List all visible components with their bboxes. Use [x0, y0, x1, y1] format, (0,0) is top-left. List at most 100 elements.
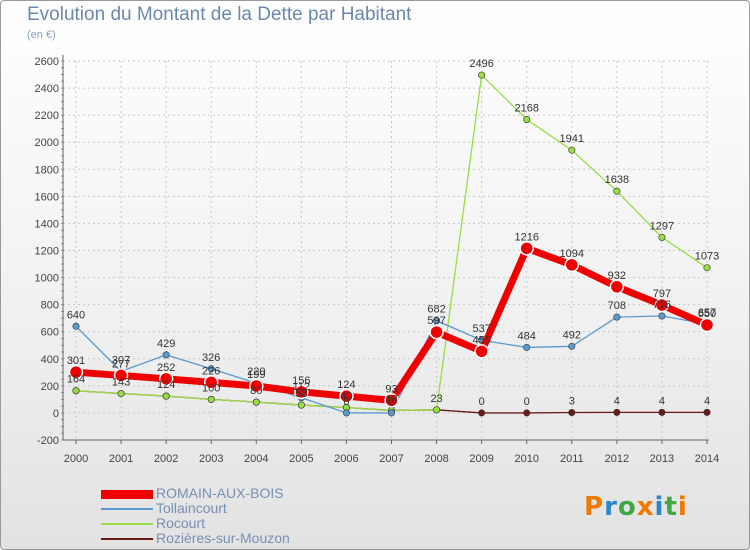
data-point: [613, 313, 621, 321]
data-label: 2168: [514, 102, 538, 114]
data-label: 4: [659, 395, 665, 407]
data-label: 23: [430, 393, 442, 405]
legend-swatch: [101, 489, 153, 499]
data-point: [117, 390, 125, 398]
data-point: [72, 322, 80, 330]
x-tick-label: 2007: [379, 453, 403, 465]
data-label: 4: [704, 395, 710, 407]
data-label: 429: [157, 338, 175, 350]
data-point: [654, 297, 670, 313]
data-point: [384, 393, 399, 408]
data-point: [294, 384, 309, 400]
y-tick-label: 2400: [35, 83, 59, 95]
data-label: 2496: [469, 58, 493, 70]
data-label: 597: [427, 315, 445, 327]
x-tick-label: 2008: [424, 453, 448, 465]
chart-title: Evolution du Montant de la Dette par Hab…: [27, 4, 412, 25]
x-tick-label: 2012: [605, 453, 629, 465]
data-label: 0: [343, 396, 349, 408]
legend-swatch: [101, 508, 153, 510]
legend-label: ROMAIN-AUX-BOIS: [156, 485, 284, 501]
data-point: [658, 408, 666, 416]
x-tick-label: 2014: [695, 453, 719, 465]
data-label: 112: [293, 381, 311, 393]
data-point: [203, 375, 219, 390]
data-point: [72, 387, 80, 395]
data-label: 0: [524, 396, 530, 408]
data-label: 58: [295, 388, 307, 400]
data-point: [158, 371, 174, 387]
data-label: 156: [292, 375, 310, 387]
legend-label: Rozières-sur-Mouzon: [156, 530, 290, 546]
y-tick-label: 200: [41, 381, 59, 393]
data-label: 0: [388, 396, 394, 408]
data-point: [249, 378, 264, 394]
data-point: [162, 392, 170, 400]
y-tick-label: 0: [53, 408, 59, 420]
data-label: 124: [337, 379, 355, 391]
y-tick-label: 2600: [35, 56, 59, 68]
data-point: [699, 317, 715, 333]
data-point: [113, 368, 129, 383]
y-tick-label: 1400: [35, 218, 59, 230]
data-point: [703, 408, 711, 416]
data-label: 455: [472, 334, 490, 346]
proxiti-logo: Proxiti: [584, 492, 688, 522]
data-label: 1638: [605, 174, 629, 186]
legend-swatch: [101, 538, 153, 540]
data-label: 932: [608, 270, 626, 282]
x-tick-label: 2004: [244, 453, 268, 465]
data-label: 100: [202, 382, 220, 394]
x-tick-label: 2002: [154, 453, 178, 465]
data-point: [568, 146, 576, 154]
x-tick-label: 2009: [469, 453, 493, 465]
data-point: [297, 401, 305, 409]
data-label: 708: [608, 300, 626, 312]
data-point: [703, 264, 711, 272]
y-tick-label: 1000: [35, 273, 59, 285]
data-label: 220: [247, 366, 265, 378]
data-label: 199: [247, 369, 265, 381]
y-tick-label: 800: [41, 300, 59, 312]
data-point: [609, 279, 625, 295]
data-label: 640: [67, 309, 85, 321]
x-tick-label: 2001: [109, 453, 133, 465]
data-label: 93: [385, 383, 397, 395]
data-point: [523, 115, 531, 123]
data-label: 484: [518, 330, 536, 342]
x-tick-label: 2010: [514, 453, 538, 465]
data-label: 1094: [560, 248, 584, 260]
data-label: 0: [479, 396, 485, 408]
data-point: [568, 409, 576, 417]
data-label: 3: [569, 396, 575, 408]
data-label: 1297: [650, 220, 674, 232]
data-label: 226: [202, 365, 220, 377]
legend-label: Tollaincourt: [156, 500, 227, 516]
x-tick-label: 2013: [650, 453, 674, 465]
y-tick-label: 400: [41, 354, 59, 366]
data-point: [342, 409, 350, 417]
data-label: 1073: [695, 251, 719, 263]
data-point: [564, 257, 580, 273]
data-label: 797: [653, 288, 671, 300]
chart-subtitle: (en €): [27, 29, 56, 41]
data-label: 650: [698, 308, 716, 320]
data-point: [474, 344, 489, 359]
x-tick-label: 2006: [334, 453, 358, 465]
x-tick-label: 2000: [64, 453, 88, 465]
data-point: [478, 71, 486, 79]
data-point: [568, 342, 576, 350]
data-point: [162, 351, 170, 359]
data-point: [339, 388, 354, 404]
data-label: 1941: [560, 133, 584, 145]
data-point: [433, 317, 441, 325]
data-point: [523, 343, 531, 351]
data-point: [207, 365, 215, 373]
data-point: [658, 312, 666, 320]
data-point: [478, 409, 486, 417]
data-point: [613, 187, 621, 195]
data-label: 124: [157, 379, 175, 391]
data-label: 1216: [514, 231, 538, 243]
data-label: 301: [67, 355, 85, 367]
